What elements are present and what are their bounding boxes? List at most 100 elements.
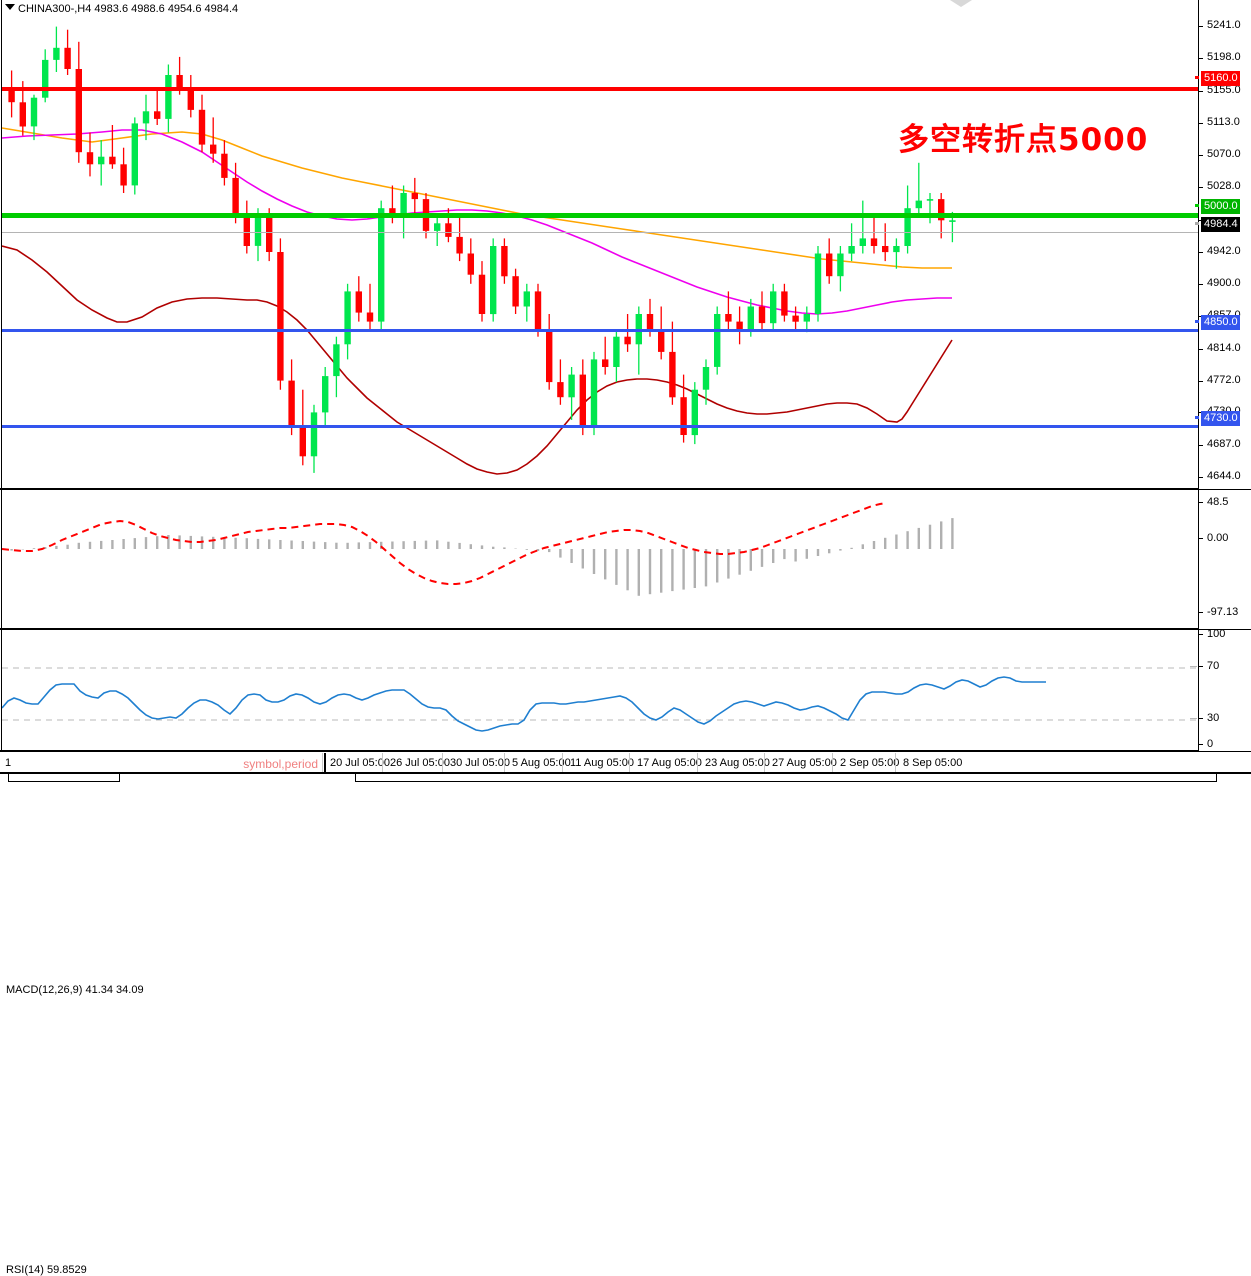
macd-axis-tickmark <box>1199 502 1203 503</box>
candle-body-bearish <box>277 252 284 381</box>
price-axis-tickmark <box>1199 186 1203 188</box>
time-axis-label: 8 Sep 05:00 <box>903 757 963 769</box>
candle-body-bearish <box>109 156 116 165</box>
candle-body-bearish <box>669 351 676 398</box>
ma-darkred-line <box>2 245 953 475</box>
candle-body-bullish <box>714 314 721 367</box>
price-axis-tick-label: 5198.0 <box>1207 51 1241 64</box>
macd-plot-area[interactable] <box>2 492 1198 628</box>
candle-body-bullish <box>926 199 934 201</box>
candle-body-bullish <box>747 306 754 330</box>
price-axis[interactable]: 5241.0 5198.0 5155.0 5113.0 5070.0 5028.0 4942… <box>1195 0 1251 489</box>
candle-body-bullish <box>490 246 497 315</box>
candle-body-bullish <box>590 359 598 426</box>
time-axis-separator <box>322 753 323 772</box>
rsi-readout: RSI(14) 59.8529 <box>6 1264 87 1276</box>
macd-readout: MACD(12,26,9) 41.34 34.09 <box>6 984 144 996</box>
time-axis-separator <box>504 753 505 772</box>
rsi-axis[interactable]: 100 70 30 0 <box>1190 628 1251 752</box>
candle-body-bullish <box>434 223 441 231</box>
candle-body-bearish <box>187 88 194 110</box>
candle-body-bearish <box>602 359 609 367</box>
candle-body-bearish <box>557 382 564 398</box>
candle-body-bullish <box>400 193 407 215</box>
collapse-triangle-icon[interactable] <box>5 4 15 10</box>
candle-body-bearish <box>445 223 452 237</box>
price-axis-tick-label: 4644.0 <box>1207 470 1241 483</box>
candle-body-bullish <box>98 156 105 165</box>
time-axis-separator <box>629 753 630 772</box>
candle-body-bearish <box>243 214 250 246</box>
candle-body-bullish <box>848 246 855 254</box>
candle-body-bearish <box>266 217 273 252</box>
candle-body-bullish <box>568 374 575 398</box>
price-axis-tick-label: 4900.0 <box>1207 276 1241 289</box>
rsi-plot-area[interactable] <box>2 632 1198 750</box>
candle-body-bearish <box>680 397 687 435</box>
candle-body-bearish <box>781 291 788 316</box>
price-tag-resistance-5160-stub <box>1195 76 1199 79</box>
rsi-level-stub <box>1190 666 1197 667</box>
candle-body-bearish <box>534 291 542 330</box>
candle-body-bearish <box>366 312 374 322</box>
time-axis-label: 26 Jul 05:00 <box>390 757 450 769</box>
price-axis-tickmark <box>1199 90 1203 92</box>
candle-body-bullish <box>53 47 60 60</box>
hline-5160 <box>2 87 1198 91</box>
price-pane: 多空转折点5000 CHINA300-,H4 4983.6 4988.6 495… <box>0 0 1251 489</box>
period-index-label: 1 <box>5 757 12 769</box>
rsi-axis-tick-label: 100 <box>1207 628 1226 640</box>
candle-body-bullish <box>42 59 49 98</box>
price-axis-tick-label: 4687.0 <box>1207 437 1241 450</box>
candle-body-bearish <box>232 177 239 215</box>
hline-4730 <box>2 425 1198 428</box>
rsi-axis-tick-label: 30 <box>1207 712 1220 724</box>
time-axis-separator <box>697 753 698 772</box>
ma-magenta-line <box>2 129 952 315</box>
pane-resize-grip[interactable] <box>950 0 972 7</box>
price-axis-tick-label: 4772.0 <box>1207 373 1241 386</box>
time-axis-separator <box>382 753 383 772</box>
candle-body-bearish <box>758 306 766 324</box>
price-tag-support-4730: 4730.0 <box>1201 411 1240 426</box>
candle-body-bullish <box>837 253 844 277</box>
candle-body-bearish <box>64 47 71 69</box>
candle-body-bullish <box>915 200 922 209</box>
bottom-tab-left[interactable] <box>8 774 120 782</box>
price-axis-tick-label: 4814.0 <box>1207 341 1241 354</box>
rsi-axis-tick-label: 0 <box>1207 738 1214 750</box>
ma-orange-line <box>2 127 952 269</box>
candle-body-bullish <box>30 97 38 127</box>
price-axis-tickmark <box>1199 477 1203 479</box>
macd-histogram-bars <box>10 518 954 596</box>
chart-annotation-text: 多空转折点5000 <box>898 122 1149 158</box>
bottom-tab-right[interactable] <box>355 774 1217 782</box>
macd-signal-line <box>2 502 887 585</box>
candle-body-bearish <box>478 274 486 314</box>
time-axis-label: 11 Aug 05:00 <box>570 757 635 769</box>
candle-body-bullish <box>814 253 822 314</box>
candle-body-bullish <box>770 291 777 324</box>
candle-body-bearish <box>198 109 206 145</box>
candle-body-bullish <box>893 246 900 253</box>
price-axis-tick-label: 4942.0 <box>1207 245 1241 258</box>
macd-axis-tick-label: 48.5 <box>1207 496 1229 508</box>
price-plot-area[interactable] <box>2 10 1198 488</box>
macd-axis[interactable]: 48.5 0.00 -97.13 <box>1198 490 1251 630</box>
candle-body-bearish <box>154 111 161 119</box>
candle-body-bearish <box>299 426 306 457</box>
time-axis-label: 17 Aug 05:00 <box>637 757 702 769</box>
candle-body-bullish <box>949 220 956 222</box>
candle-body-bullish <box>310 412 318 457</box>
candle-body-bearish <box>467 253 474 275</box>
candle-body-bearish <box>19 102 26 127</box>
price-axis-tick-label: 5070.0 <box>1207 148 1241 161</box>
hline-5000 <box>2 213 1198 218</box>
time-axis-separator <box>832 753 833 772</box>
price-axis-tickmark <box>1199 25 1203 27</box>
candle-body-bullish <box>344 291 351 345</box>
symbol-period-label: symbol,period <box>243 757 318 771</box>
period-selector-box[interactable]: 1 symbol,period <box>1 753 326 772</box>
price-tag-resistance-5160: 5160.0 <box>1201 71 1240 86</box>
time-axis[interactable]: 1 symbol,period 20 Jul 05:00 26 Jul 05:00… <box>0 751 1251 773</box>
